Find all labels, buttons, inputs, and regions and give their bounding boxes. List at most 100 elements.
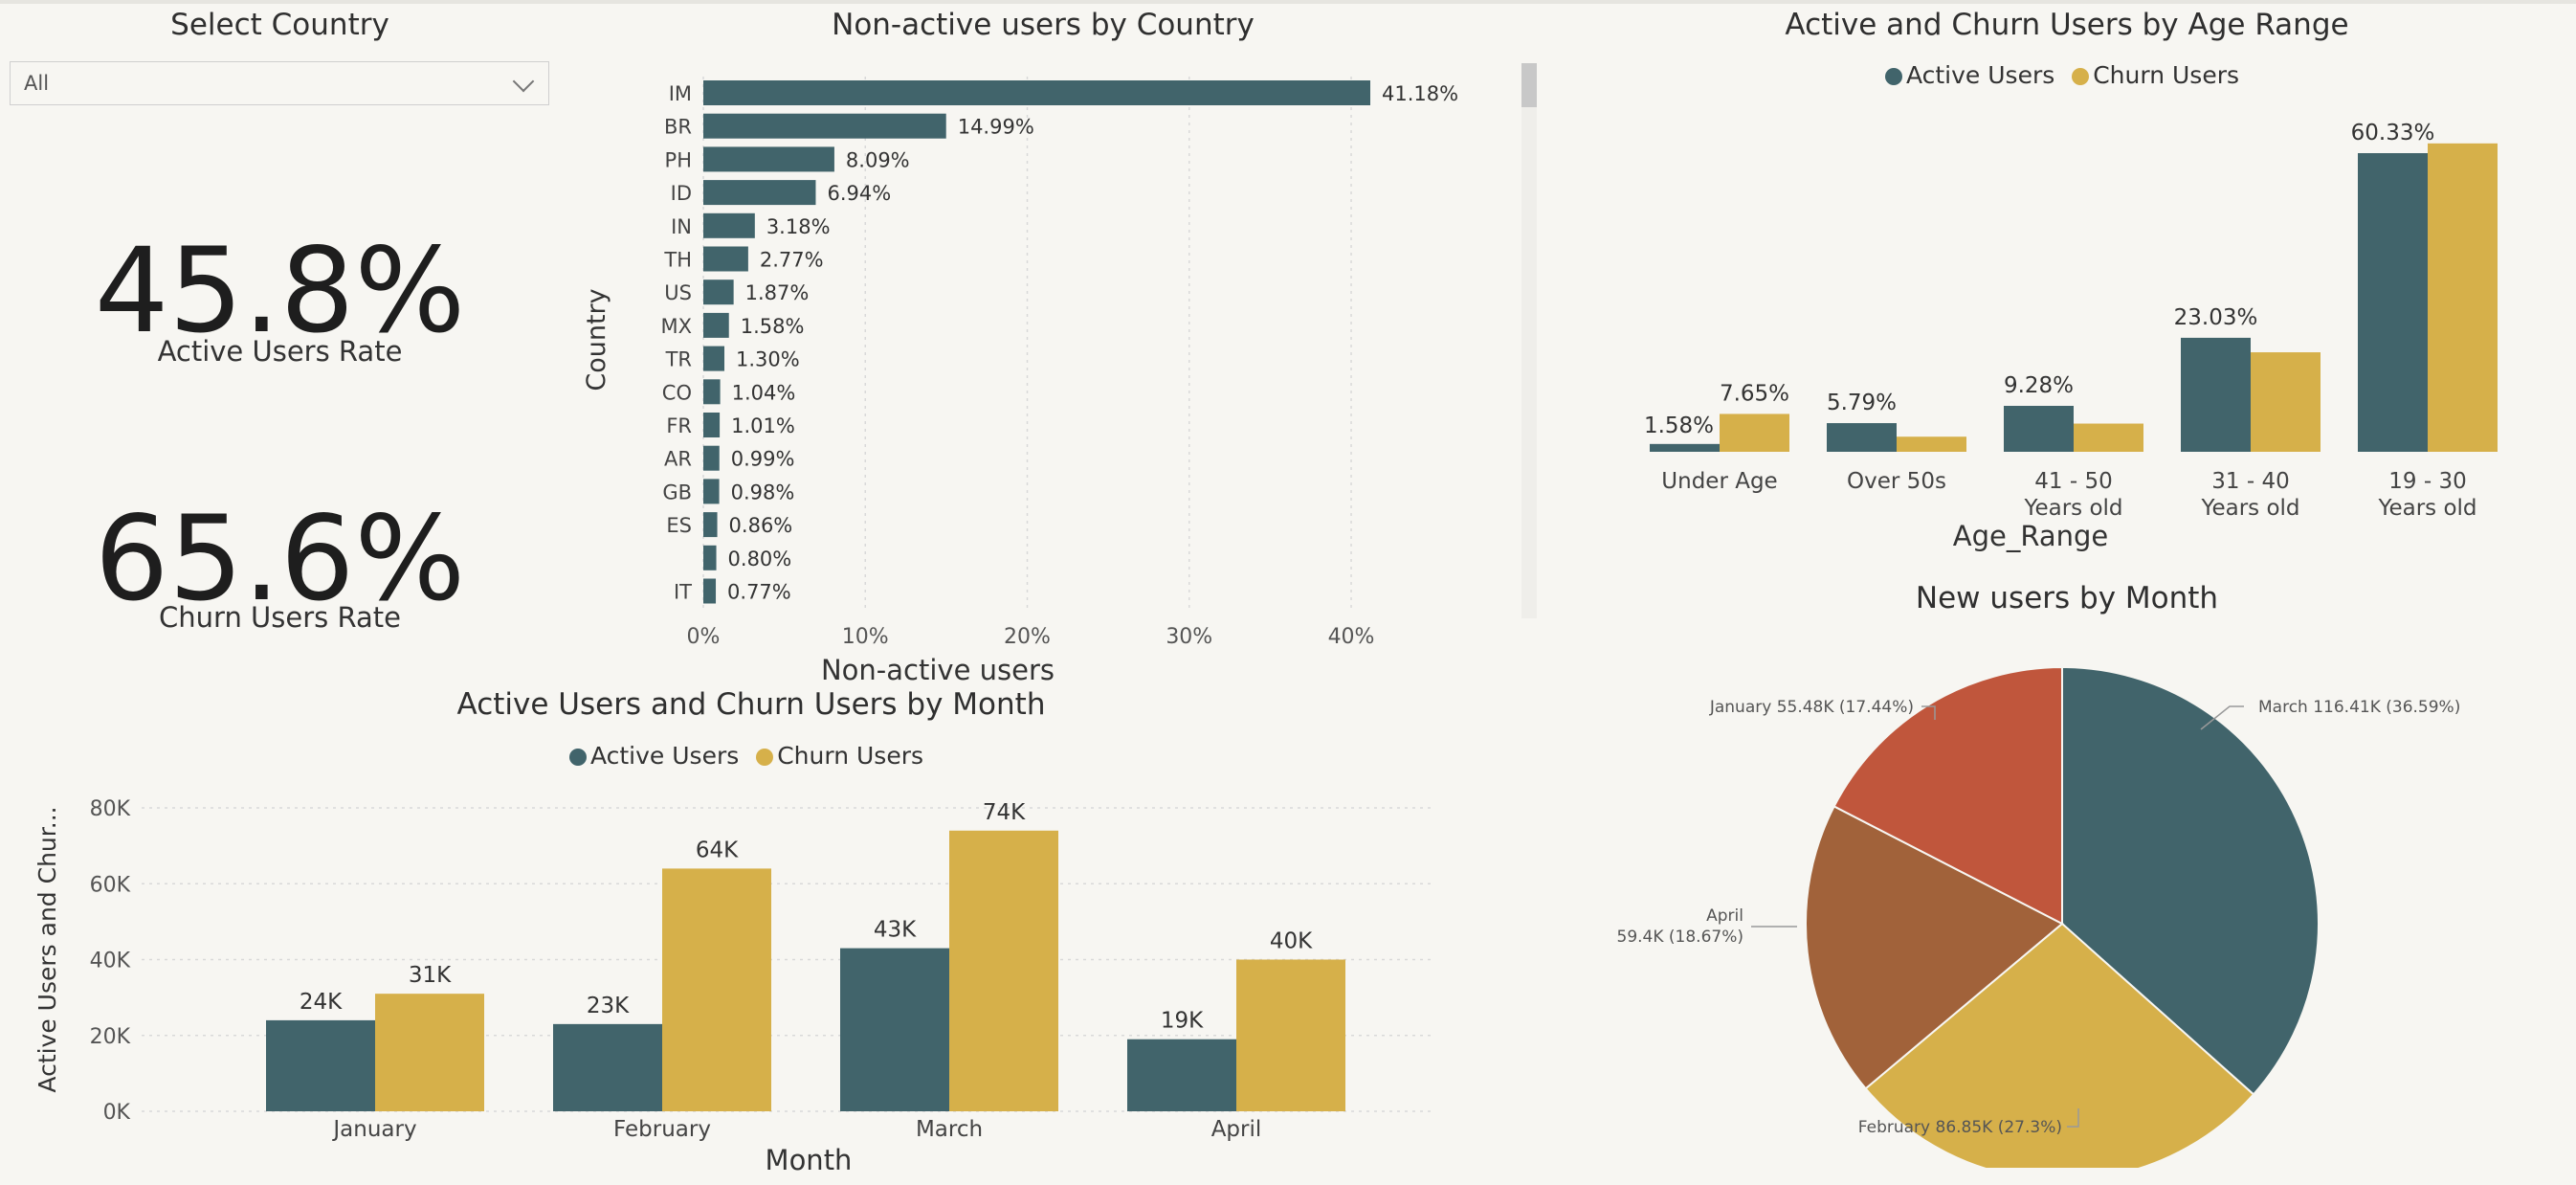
y-tick-label: 60K [90, 873, 131, 897]
y-tick-label: US [664, 281, 692, 304]
month-chart-legend: Active Users Churn Users [0, 742, 1502, 770]
bar-TR [703, 346, 725, 371]
y-axis-title: Country [582, 288, 611, 391]
x-tick-label: Years old [2377, 496, 2476, 521]
x-tick-label: Under Age [1661, 469, 1777, 494]
leader-line [1921, 705, 1936, 720]
nonactive-chart-title: Non-active users by Country [832, 8, 1255, 42]
x-tick-label: 40% [1328, 625, 1375, 649]
month-chart: 0K 20K 40K 60K 80K 24K 31K January 23K 64K Februar… [33, 797, 1435, 1176]
data-label: 64K [696, 838, 739, 862]
data-label: 1.58% [741, 315, 805, 338]
legend-label-churn: Churn Users [777, 742, 924, 770]
data-label: 2.77% [760, 249, 824, 272]
x-tick-label: February [613, 1117, 711, 1142]
bar-churn [2428, 143, 2498, 452]
x-tick-label: 0% [687, 625, 721, 649]
y-axis-title: Active Users and Chur... [33, 806, 61, 1092]
x-tick-label: March [916, 1117, 983, 1142]
bar-AR [703, 445, 720, 471]
y-tick-label: 0K [103, 1101, 131, 1125]
data-label: 40K [1270, 929, 1313, 954]
slicer-title: Select Country [170, 8, 389, 42]
data-label: 3.18% [766, 215, 831, 238]
bar-ID [703, 180, 816, 206]
x-tick-label: Years old [2023, 496, 2122, 521]
pie-slice-february [1864, 922, 2255, 1168]
bar-BR [703, 113, 946, 139]
bar-MX [703, 312, 729, 338]
y-tick-label: 40K [90, 950, 131, 973]
y-tick-label: TH [663, 249, 692, 272]
bar-IN [703, 212, 755, 238]
x-tick-label: 19 - 30 [2388, 469, 2466, 494]
pie-data-label: February 86.85K (27.3%) [1858, 1118, 2062, 1137]
pie-data-label: 59.4K (18.67%) [1617, 928, 1744, 947]
y-tick-label: 80K [90, 797, 131, 821]
bar-churn [662, 868, 771, 1111]
nonactive-scrollbar-thumb[interactable] [1521, 63, 1537, 107]
chevron-down-icon[interactable] [512, 70, 535, 93]
pie-data-label: April [1706, 906, 1743, 926]
active-users-rate-value: 45.8% [94, 223, 466, 359]
churn-color-dot [2072, 68, 2090, 85]
bar-churn [1897, 436, 1966, 452]
legend-item-active[interactable]: Active Users [568, 742, 740, 770]
bar-GB [703, 479, 720, 504]
legend-label-active: Active Users [1905, 61, 2055, 89]
data-label: 1.58% [1644, 414, 1714, 438]
bar-TH [703, 246, 748, 272]
data-label: 31K [409, 963, 452, 988]
legend-item-active[interactable]: Active Users [1884, 61, 2055, 89]
data-label: 19K [1161, 1009, 1204, 1034]
data-label: 74K [983, 800, 1026, 825]
y-tick-label: TR [665, 348, 692, 371]
bar-churn [1720, 414, 1789, 452]
y-tick-label: AR [664, 448, 692, 471]
bar-churn [1236, 959, 1345, 1111]
data-label: 0.77% [727, 581, 791, 604]
legend-label-active: Active Users [589, 742, 740, 770]
y-tick-label: IT [674, 581, 692, 604]
bar-PH [703, 146, 834, 172]
churn-users-rate-label: Churn Users Rate [159, 601, 401, 634]
bar-unlabeled [703, 545, 717, 570]
bar-CO [703, 379, 721, 405]
legend-item-churn[interactable]: Churn Users [2072, 61, 2239, 89]
active-users-rate-label: Active Users Rate [157, 335, 403, 368]
pie-slice-april [1805, 805, 2064, 1090]
data-label: 14.99% [958, 116, 1034, 139]
bar-churn [2251, 352, 2321, 452]
legend-item-churn[interactable]: Churn Users [756, 742, 923, 770]
churn-color-dot [756, 749, 774, 766]
x-tick-label: Over 50s [1847, 469, 1946, 494]
age-chart-title: Active and Churn Users by Age Range [1785, 8, 2349, 42]
x-tick-label: 20% [1004, 625, 1051, 649]
bar-churn [375, 994, 484, 1111]
bar-active [553, 1023, 662, 1111]
data-label: 5.79% [1827, 391, 1897, 415]
pie-data-label: January 55.48K (17.44%) [1709, 698, 1914, 717]
data-label: 23.03% [2174, 305, 2258, 330]
bar-active [1827, 423, 1897, 452]
bar-active [2181, 337, 2251, 452]
y-tick-label: IN [671, 215, 692, 238]
y-tick-label: BR [664, 116, 692, 139]
y-tick-label: 20K [90, 1025, 131, 1049]
bar-active [840, 948, 949, 1111]
bar-active [1127, 1039, 1236, 1111]
data-label: 24K [300, 990, 343, 1015]
data-label: 60.33% [2351, 121, 2435, 145]
top-border [0, 0, 2576, 4]
x-tick-label: 41 - 50 [2034, 469, 2112, 494]
legend-label-churn: Churn Users [2093, 61, 2240, 89]
data-label: 23K [587, 994, 630, 1018]
nonactive-scrollbar-track[interactable] [1521, 63, 1537, 618]
data-label: 1.30% [736, 348, 800, 371]
data-label: 0.80% [728, 548, 792, 570]
country-slicer-dropdown[interactable]: All [10, 61, 549, 105]
x-axis-title: Non-active users [821, 654, 1055, 686]
bar-IT [703, 578, 717, 604]
y-tick-label: IM [669, 82, 692, 105]
churn-users-rate-value: 65.6% [94, 491, 466, 627]
